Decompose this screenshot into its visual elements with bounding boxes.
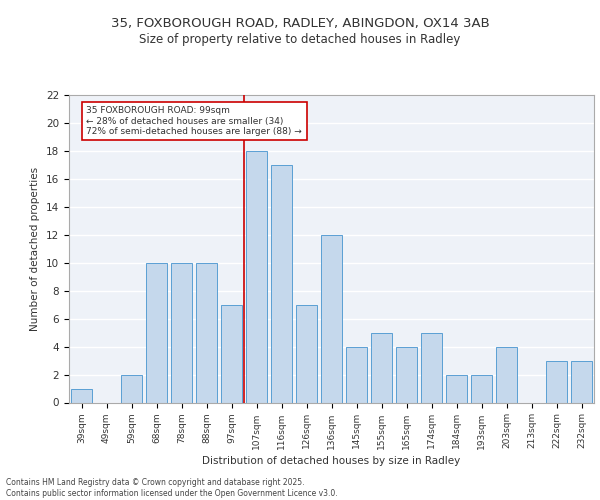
Bar (371, 332, 392, 402)
Bar (71, 388, 92, 402)
Bar (346, 346, 367, 403)
Bar (396, 346, 417, 403)
Bar (171, 262, 192, 402)
Bar (421, 332, 442, 402)
Bar (471, 374, 492, 402)
Bar (496, 346, 517, 403)
Bar (246, 151, 267, 403)
Bar (121, 374, 142, 402)
Bar (571, 360, 592, 403)
Bar (446, 374, 467, 402)
Bar (196, 262, 217, 402)
Bar (321, 235, 342, 402)
Text: 35 FOXBOROUGH ROAD: 99sqm
← 28% of detached houses are smaller (34)
72% of semi-: 35 FOXBOROUGH ROAD: 99sqm ← 28% of detac… (86, 106, 302, 136)
Bar (146, 262, 167, 402)
Bar (221, 304, 242, 402)
Y-axis label: Number of detached properties: Number of detached properties (31, 166, 40, 331)
X-axis label: Distribution of detached houses by size in Radley: Distribution of detached houses by size … (202, 456, 461, 466)
Bar (296, 304, 317, 402)
Text: 35, FOXBOROUGH ROAD, RADLEY, ABINGDON, OX14 3AB: 35, FOXBOROUGH ROAD, RADLEY, ABINGDON, O… (110, 18, 490, 30)
Text: Size of property relative to detached houses in Radley: Size of property relative to detached ho… (139, 32, 461, 46)
Bar (546, 360, 567, 403)
Text: Contains HM Land Registry data © Crown copyright and database right 2025.
Contai: Contains HM Land Registry data © Crown c… (6, 478, 338, 498)
Bar (271, 165, 292, 402)
